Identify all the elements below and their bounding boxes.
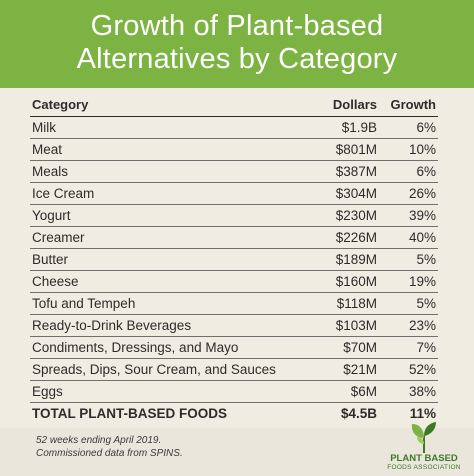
cell-dollars: $6M [285, 380, 379, 403]
cell-dollars: $21M [285, 358, 379, 381]
footnote-line2: Commissioned data from SPINS. [36, 448, 183, 459]
column-header-dollars: Dollars [285, 94, 379, 117]
table-body: Milk $1.9B 6% Meat $801M 10% Meals $387M 6% Ice C… [30, 116, 438, 424]
cell-category: Milk [30, 116, 285, 139]
page-title-line2: Alternatives by Category [76, 43, 398, 75]
table-row: Tofu and Tempeh $118M 5% [30, 292, 438, 315]
logo-line1: PLANT BASED [390, 453, 458, 464]
logo-line2: FOODS ASSOCIATION [387, 464, 461, 471]
cell-dollars: $118M [285, 292, 379, 315]
cell-category: Tofu and Tempeh [30, 292, 285, 315]
footer: 52 weeks ending April 2019. Commissioned… [0, 422, 474, 476]
cell-dollars: $160M [285, 270, 379, 293]
cell-dollars: $103M [285, 314, 379, 337]
cell-category: Creamer [30, 226, 285, 249]
cell-category: Meals [30, 160, 285, 183]
cell-category: Ready-to-Drink Beverages [30, 314, 285, 337]
cell-category: Cheese [30, 270, 285, 293]
footnote: 52 weeks ending April 2019. Commissioned… [36, 434, 183, 460]
table-header-row: Category Dollars Growth [30, 94, 438, 117]
cell-category: Yogurt [30, 204, 285, 227]
cell-growth: 23% [379, 314, 438, 337]
total-cell-growth: 11% [409, 405, 436, 421]
cell-growth: 19% [379, 270, 438, 293]
cell-growth: 39% [379, 204, 438, 227]
cell-growth: 6% [379, 116, 438, 139]
cell-dollars: $70M [285, 336, 379, 359]
cell-category: Meat [30, 138, 285, 161]
table-row: Spreads, Dips, Sour Cream, and Sauces $21… [30, 358, 438, 381]
table-row: Yogurt $230M 39% [30, 204, 438, 227]
cell-growth: 5% [379, 292, 438, 315]
cell-dollars: $230M [285, 204, 379, 227]
total-cell-category: TOTAL PLANT-BASED FOODS [32, 405, 228, 421]
cell-growth: 6% [379, 160, 438, 183]
cell-category: Butter [30, 248, 285, 271]
leaf-sprout-icon [411, 422, 436, 453]
cell-growth: 52% [379, 358, 438, 381]
table-row: Meals $387M 6% [30, 160, 438, 183]
table-row: Condiments, Dressings, and Mayo $70M 7% [30, 336, 438, 359]
cell-dollars: $226M [285, 226, 379, 249]
cell-growth: 7% [379, 336, 438, 359]
cell-dollars: $304M [285, 182, 379, 205]
table-row: Ice Cream $304M 26% [30, 182, 438, 205]
table-row: Creamer $226M 40% [30, 226, 438, 249]
cell-category: Ice Cream [30, 182, 285, 205]
footnote-line1: 52 weeks ending April 2019. [36, 435, 162, 446]
cell-growth: 40% [379, 226, 438, 249]
cell-dollars: $1.9B [285, 116, 379, 139]
table-panel: Category Dollars Growth Milk $1.9B 6% Meat $… [0, 88, 474, 428]
cell-growth: 38% [379, 380, 438, 403]
table-row: Milk $1.9B 6% [30, 116, 438, 139]
cell-category: Spreads, Dips, Sour Cream, and Sauces [30, 358, 285, 381]
cell-category: Condiments, Dressings, and Mayo [30, 336, 285, 359]
page-title-line1: Growth of Plant-based [90, 10, 384, 42]
total-row: TOTAL PLANT-BASED FOODS $4.5B 11% [30, 402, 438, 424]
column-header-growth: Growth [379, 94, 438, 117]
total-cell-dollars: $4.5B [340, 405, 377, 421]
table-row: Ready-to-Drink Beverages $103M 23% [30, 314, 438, 337]
column-header-category: Category [30, 94, 285, 117]
title-banner: Growth of Plant-based Alternatives by Ca… [0, 0, 474, 88]
cell-growth: 26% [379, 182, 438, 205]
cell-dollars: $801M [285, 138, 379, 161]
cell-dollars: $387M [285, 160, 379, 183]
cell-dollars: $189M [285, 248, 379, 271]
table-row: Eggs $6M 38% [30, 380, 438, 403]
cell-growth: 5% [379, 248, 438, 271]
association-logo: PLANT BASED FOODS ASSOCIATION [384, 420, 464, 476]
cell-growth: 10% [379, 138, 438, 161]
cell-category: Eggs [30, 380, 285, 403]
table-row: Meat $801M 10% [30, 138, 438, 161]
growth-table: Category Dollars Growth Milk $1.9B 6% Meat $… [30, 94, 438, 424]
table-row: Cheese $160M 19% [30, 270, 438, 293]
table-row: Butter $189M 5% [30, 248, 438, 271]
